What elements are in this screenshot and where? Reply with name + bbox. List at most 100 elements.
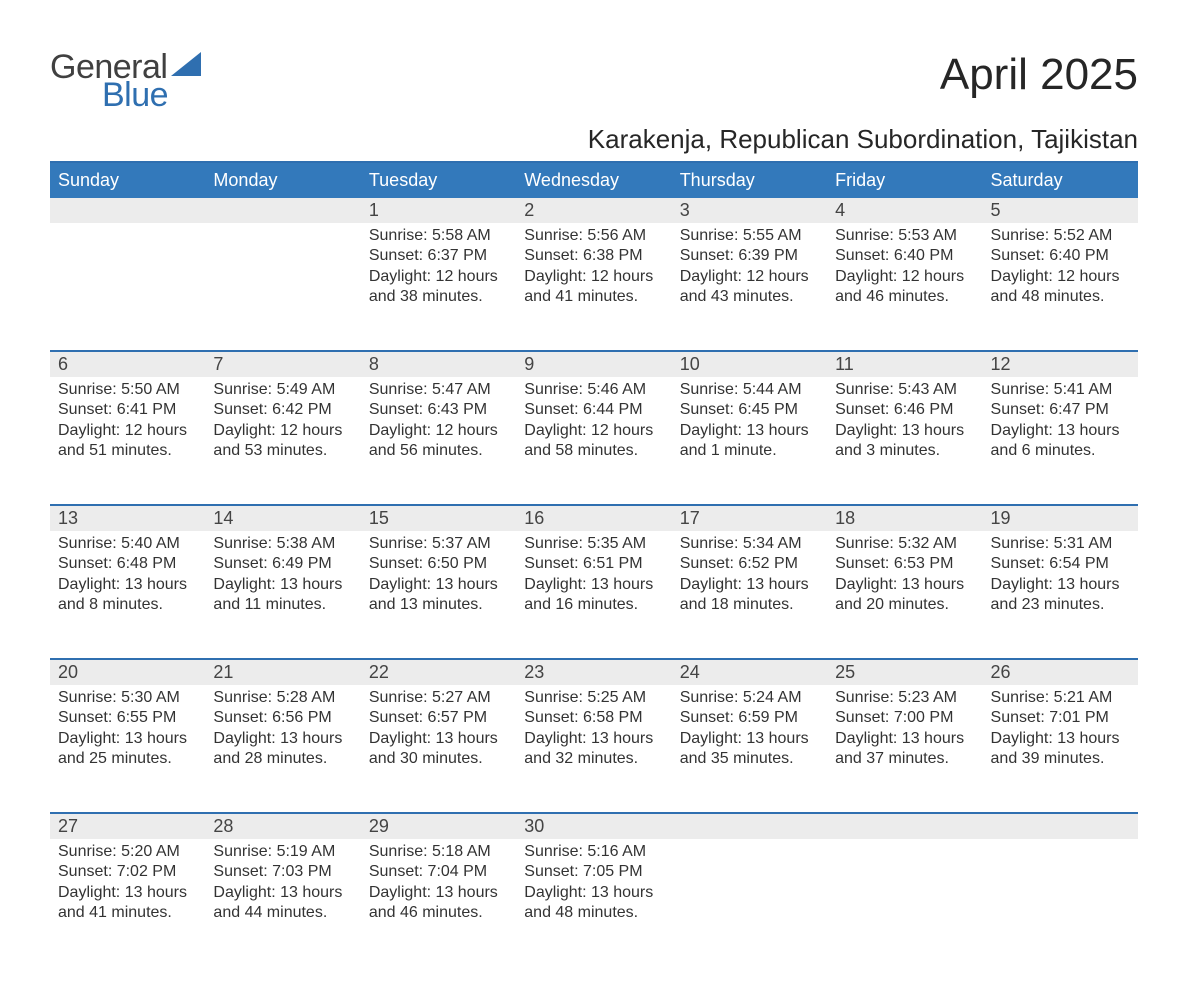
week-row: Sunrise: 5:30 AMSunset: 6:55 PMDaylight:… [50, 685, 1138, 813]
daylight-text: and 41 minutes. [58, 903, 197, 923]
daylight-text: and 6 minutes. [991, 441, 1130, 461]
daylight-text: Daylight: 13 hours [680, 575, 819, 595]
sunset-text: Sunset: 7:00 PM [835, 708, 974, 728]
sunset-text: Sunset: 6:39 PM [680, 246, 819, 266]
day-number-cell: 1 [361, 198, 516, 223]
day-header: Sunday [50, 162, 205, 198]
day-number: 4 [835, 200, 845, 220]
day-number: 15 [369, 508, 389, 528]
day-number: 11 [835, 354, 854, 374]
day-number: 3 [680, 200, 690, 220]
day-details: Sunrise: 5:58 AMSunset: 6:37 PMDaylight:… [361, 223, 516, 316]
sunrise-text: Sunrise: 5:19 AM [213, 842, 352, 862]
day-number-cell: 12 [983, 351, 1138, 377]
day-cell: Sunrise: 5:34 AMSunset: 6:52 PMDaylight:… [672, 531, 827, 659]
sunset-text: Sunset: 6:48 PM [58, 554, 197, 574]
day-number: 1 [369, 200, 379, 220]
sunset-text: Sunset: 6:52 PM [680, 554, 819, 574]
daylight-text: and 8 minutes. [58, 595, 197, 615]
daylight-text: and 53 minutes. [213, 441, 352, 461]
day-details: Sunrise: 5:47 AMSunset: 6:43 PMDaylight:… [361, 377, 516, 470]
sunrise-text: Sunrise: 5:41 AM [991, 380, 1130, 400]
day-cell: Sunrise: 5:37 AMSunset: 6:50 PMDaylight:… [361, 531, 516, 659]
day-number-row: 27282930 [50, 813, 1138, 839]
daylight-text: and 20 minutes. [835, 595, 974, 615]
daylight-text: and 38 minutes. [369, 287, 508, 307]
sunrise-text: Sunrise: 5:43 AM [835, 380, 974, 400]
daylight-text: and 25 minutes. [58, 749, 197, 769]
sunrise-text: Sunrise: 5:23 AM [835, 688, 974, 708]
day-header: Wednesday [516, 162, 671, 198]
sunset-text: Sunset: 6:46 PM [835, 400, 974, 420]
daylight-text: and 23 minutes. [991, 595, 1130, 615]
day-number-cell: 5 [983, 198, 1138, 223]
day-cell: Sunrise: 5:53 AMSunset: 6:40 PMDaylight:… [827, 223, 982, 351]
day-number: 9 [524, 354, 534, 374]
day-details: Sunrise: 5:53 AMSunset: 6:40 PMDaylight:… [827, 223, 982, 316]
daylight-text: Daylight: 13 hours [835, 729, 974, 749]
day-number-cell: 17 [672, 505, 827, 531]
daylight-text: and 18 minutes. [680, 595, 819, 615]
day-header: Tuesday [361, 162, 516, 198]
sunrise-text: Sunrise: 5:18 AM [369, 842, 508, 862]
day-number-cell: 8 [361, 351, 516, 377]
day-number-cell: 7 [205, 351, 360, 377]
sunrise-text: Sunrise: 5:31 AM [991, 534, 1130, 554]
day-number-cell: 20 [50, 659, 205, 685]
day-number: 30 [524, 816, 544, 836]
daylight-text: Daylight: 13 hours [369, 883, 508, 903]
week-row: Sunrise: 5:58 AMSunset: 6:37 PMDaylight:… [50, 223, 1138, 351]
daylight-text: Daylight: 12 hours [524, 421, 663, 441]
day-details: Sunrise: 5:32 AMSunset: 6:53 PMDaylight:… [827, 531, 982, 624]
sunset-text: Sunset: 6:51 PM [524, 554, 663, 574]
calendar-document: General Blue April 2025 Karakenja, Repub… [0, 0, 1188, 1007]
daylight-text: and 48 minutes. [991, 287, 1130, 307]
day-number: 26 [991, 662, 1011, 682]
sunset-text: Sunset: 6:37 PM [369, 246, 508, 266]
daylight-text: and 3 minutes. [835, 441, 974, 461]
sunrise-text: Sunrise: 5:34 AM [680, 534, 819, 554]
daylight-text: and 46 minutes. [369, 903, 508, 923]
day-number-cell [50, 198, 205, 223]
day-details: Sunrise: 5:46 AMSunset: 6:44 PMDaylight:… [516, 377, 671, 470]
daylight-text: Daylight: 13 hours [58, 729, 197, 749]
day-number: 5 [991, 200, 1001, 220]
sunrise-text: Sunrise: 5:55 AM [680, 226, 819, 246]
sunrise-text: Sunrise: 5:27 AM [369, 688, 508, 708]
day-details: Sunrise: 5:34 AMSunset: 6:52 PMDaylight:… [672, 531, 827, 624]
day-number-cell: 28 [205, 813, 360, 839]
sunrise-text: Sunrise: 5:40 AM [58, 534, 197, 554]
day-cell: Sunrise: 5:20 AMSunset: 7:02 PMDaylight:… [50, 839, 205, 967]
day-number-row: 13141516171819 [50, 505, 1138, 531]
day-cell: Sunrise: 5:38 AMSunset: 6:49 PMDaylight:… [205, 531, 360, 659]
day-cell: Sunrise: 5:28 AMSunset: 6:56 PMDaylight:… [205, 685, 360, 813]
daylight-text: Daylight: 12 hours [991, 267, 1130, 287]
day-number: 28 [213, 816, 233, 836]
sunrise-text: Sunrise: 5:53 AM [835, 226, 974, 246]
sunrise-text: Sunrise: 5:37 AM [369, 534, 508, 554]
day-cell: Sunrise: 5:41 AMSunset: 6:47 PMDaylight:… [983, 377, 1138, 505]
sunrise-text: Sunrise: 5:44 AM [680, 380, 819, 400]
daylight-text: and 32 minutes. [524, 749, 663, 769]
sunrise-text: Sunrise: 5:46 AM [524, 380, 663, 400]
day-number-cell: 11 [827, 351, 982, 377]
day-number-cell: 13 [50, 505, 205, 531]
sunset-text: Sunset: 6:43 PM [369, 400, 508, 420]
day-number-cell: 15 [361, 505, 516, 531]
day-number-cell: 25 [827, 659, 982, 685]
day-details: Sunrise: 5:37 AMSunset: 6:50 PMDaylight:… [361, 531, 516, 624]
sunrise-text: Sunrise: 5:52 AM [991, 226, 1130, 246]
daylight-text: and 58 minutes. [524, 441, 663, 461]
day-details: Sunrise: 5:41 AMSunset: 6:47 PMDaylight:… [983, 377, 1138, 470]
day-number-cell: 19 [983, 505, 1138, 531]
sunset-text: Sunset: 6:50 PM [369, 554, 508, 574]
day-details: Sunrise: 5:24 AMSunset: 6:59 PMDaylight:… [672, 685, 827, 778]
daylight-text: Daylight: 13 hours [835, 575, 974, 595]
day-details: Sunrise: 5:40 AMSunset: 6:48 PMDaylight:… [50, 531, 205, 624]
day-details: Sunrise: 5:25 AMSunset: 6:58 PMDaylight:… [516, 685, 671, 778]
daylight-text: Daylight: 13 hours [524, 575, 663, 595]
day-number-cell [983, 813, 1138, 839]
daylight-text: and 28 minutes. [213, 749, 352, 769]
sunrise-text: Sunrise: 5:25 AM [524, 688, 663, 708]
day-number-cell: 6 [50, 351, 205, 377]
